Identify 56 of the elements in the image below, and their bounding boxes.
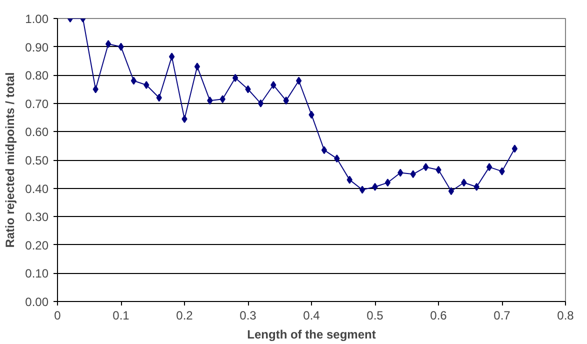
x-tick-label: 0.6 — [430, 308, 448, 322]
point — [448, 187, 454, 196]
y-axis-title: Ratio rejected midpoints / total — [3, 72, 18, 248]
y-tick-label: 0.20 — [25, 238, 49, 252]
point — [384, 178, 391, 187]
x-tick-label: 0.4 — [303, 308, 320, 322]
point — [410, 170, 416, 178]
point — [372, 182, 378, 191]
point — [182, 114, 188, 123]
point — [220, 95, 226, 104]
point — [283, 96, 289, 105]
y-tick-label: 0.70 — [25, 96, 49, 111]
x-axis-title: Length of the segment — [247, 328, 376, 342]
y-tick-label: 0.80 — [25, 68, 49, 83]
point — [194, 62, 200, 71]
point — [105, 40, 112, 48]
point — [156, 94, 162, 102]
point — [422, 163, 429, 172]
point — [207, 96, 213, 105]
x-tick-label: 0.2 — [176, 308, 194, 322]
y-tick-label: 0.30 — [25, 210, 49, 224]
x-tick-label: 0.8 — [557, 308, 574, 322]
point — [334, 154, 340, 163]
y-tick-label: 0.00 — [25, 295, 49, 309]
point — [512, 144, 518, 153]
point — [144, 81, 150, 90]
point — [296, 76, 302, 85]
point — [359, 186, 366, 194]
y-tick-label: 0.10 — [25, 266, 49, 281]
point — [499, 167, 505, 176]
point — [245, 85, 251, 94]
y-tick-label: 0.50 — [25, 154, 49, 168]
y-tick-label: 0.90 — [25, 40, 49, 54]
point — [168, 52, 175, 61]
y-tick-label: 0.40 — [25, 182, 49, 196]
point — [398, 168, 404, 177]
y-tick-label: 0.60 — [25, 125, 49, 140]
point — [232, 74, 238, 82]
point — [474, 182, 480, 191]
point — [308, 110, 314, 119]
y-tick-label: 1.00 — [25, 12, 49, 26]
point — [270, 81, 276, 90]
x-tick-label: 0.5 — [366, 308, 384, 322]
point — [92, 85, 98, 94]
point — [118, 42, 124, 51]
point — [258, 99, 264, 108]
point — [130, 76, 137, 85]
x-tick-label: 0.7 — [494, 308, 511, 322]
x-tick-label: 0.3 — [240, 308, 257, 322]
x-tick-label: 0 — [54, 308, 62, 322]
point — [436, 166, 442, 174]
x-tick-label: 0.1 — [112, 308, 130, 322]
point — [346, 176, 352, 184]
point — [486, 163, 492, 172]
point — [461, 178, 467, 187]
point — [321, 146, 328, 154]
